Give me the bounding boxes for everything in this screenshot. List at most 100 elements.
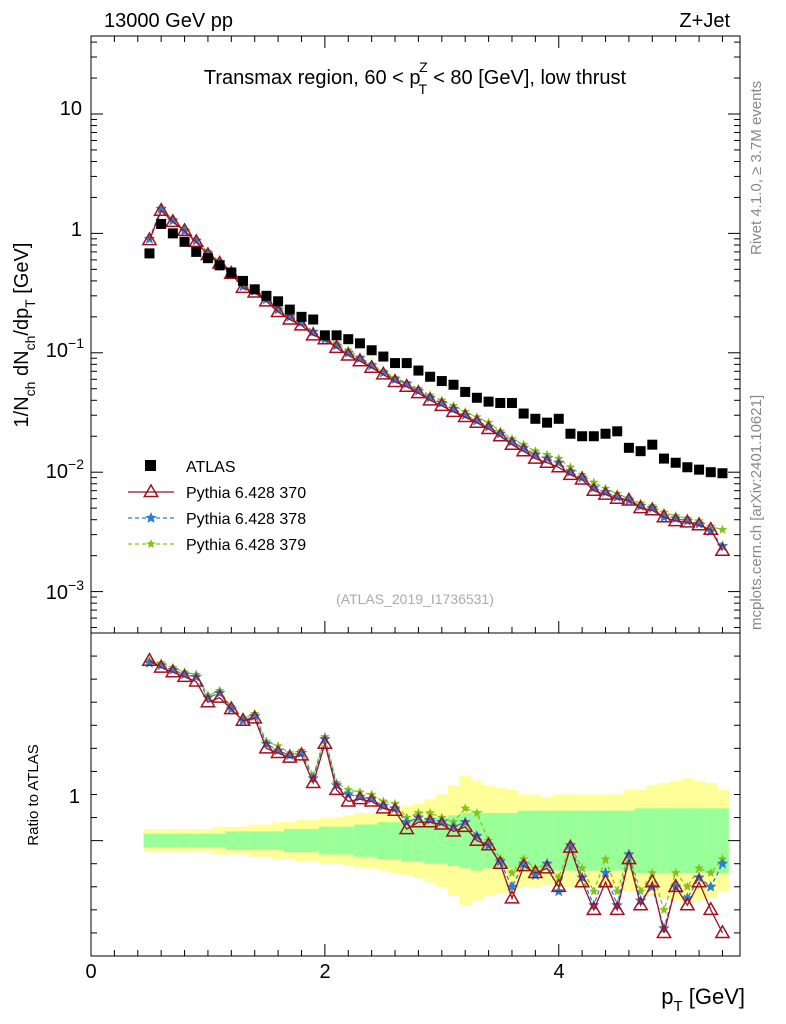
atlas-point-40 (612, 426, 623, 437)
main-point-s1-27 (457, 408, 474, 423)
atlas-point-0 (144, 248, 155, 259)
main-series-1 (141, 202, 731, 557)
ratio-point-s1-29 (480, 836, 497, 851)
band-inner-16 (330, 826, 343, 855)
ratio-point-s1-38 (585, 901, 602, 916)
ytick-label-1: 1 (71, 219, 82, 241)
main-point-s2-36 (564, 466, 577, 477)
atlas-point-19 (366, 345, 377, 356)
main-point-s1-17 (340, 346, 357, 361)
band-inner-33 (529, 810, 542, 871)
ratio-point-s3-27 (460, 803, 470, 813)
ratio-point-s2-39 (599, 866, 612, 878)
ratio-point-s1-25 (433, 815, 450, 830)
atlas-point-20 (378, 351, 389, 362)
ratio-point-s1-43 (644, 873, 661, 888)
band-inner-23 (412, 819, 425, 862)
atlas-point-16 (331, 330, 342, 341)
ratio-point-s2-48 (705, 880, 717, 892)
main-point-s2-19 (365, 359, 378, 371)
main-point-s1-41 (620, 491, 637, 506)
atlas-point-12 (284, 304, 295, 315)
ratio-point-s3-39 (600, 854, 611, 864)
ratio-point-s1-44 (656, 924, 672, 939)
main-point-s1-18 (352, 352, 368, 367)
axis-ticks (90, 36, 740, 957)
atlas-point-9 (249, 284, 260, 295)
ratio-point-s3-43 (647, 867, 658, 877)
main-point-s2-37 (576, 471, 588, 483)
main-point-s2-35 (553, 456, 565, 468)
atlas-point-1 (156, 218, 167, 229)
atlas-point-24 (425, 371, 436, 382)
main-point-s1-46 (679, 513, 696, 528)
main-point-s1-8 (235, 279, 251, 294)
atlas-point-6 (214, 260, 225, 271)
main-point-s1-25 (433, 397, 450, 412)
main-point-s2-11 (272, 303, 284, 315)
main-point-s2-21 (389, 373, 401, 385)
main-point-s1-28 (468, 414, 485, 428)
atlas-point-29 (483, 396, 494, 407)
ratio-point-s2-32 (518, 857, 530, 869)
main-point-s1-3 (176, 222, 193, 237)
ratio-point-s1-33 (527, 864, 544, 879)
main-point-s1-24 (422, 391, 439, 406)
atlas-point-32 (518, 408, 529, 419)
x-axis-label: pT [GeV] (661, 984, 745, 1015)
band-inner-47 (693, 808, 706, 873)
ratio-point-s1-19 (363, 792, 380, 807)
ratio-point-s2-2 (167, 663, 179, 675)
band-inner-8 (237, 831, 250, 850)
main-point-s1-13 (293, 316, 310, 331)
main-point-s1-0 (141, 231, 158, 246)
ratio-point-s1-21 (387, 802, 403, 816)
main-series-atlas (144, 218, 728, 479)
title-sub: T (419, 81, 428, 97)
main-point-s2-34 (541, 452, 553, 464)
ratio-point-s2-9 (249, 710, 261, 721)
atlas-point-37 (577, 431, 588, 442)
main-point-s1-30 (492, 427, 509, 442)
ratio-point-s1-10 (258, 739, 275, 754)
ratio-point-s1-22 (398, 820, 415, 835)
atlas-point-33 (530, 413, 541, 424)
ratio-point-s1-4 (188, 672, 205, 687)
band-inner-31 (506, 812, 519, 869)
ratio-point-s3-42 (635, 886, 646, 896)
band-inner-4 (190, 833, 203, 848)
title-sup: Z (419, 59, 428, 75)
y-axis-label-ratio: Ratio to ATLAS (25, 744, 42, 845)
ratio-point-s1-17 (340, 792, 357, 807)
legend-marker-atlas (145, 460, 156, 471)
atlas-point-7 (226, 267, 237, 278)
atlas-point-36 (565, 428, 576, 439)
atlas-point-13 (296, 311, 307, 322)
band-inner-37 (576, 810, 589, 871)
band-inner-20 (377, 822, 390, 860)
legend-marker-mc2 (145, 512, 157, 523)
band-inner-3 (178, 833, 191, 848)
main-point-s1-31 (504, 436, 520, 450)
ratio-point-s1-42 (632, 896, 649, 911)
legend-label-atlas: ATLAS (186, 459, 236, 476)
ratio-point-s1-15 (316, 735, 333, 750)
ratio-point-s3-44 (659, 904, 669, 914)
legend-marker-mc1 (143, 483, 159, 498)
ratio-point-s1-6 (211, 689, 228, 703)
ratio-point-s2-36 (564, 839, 577, 851)
atlas-point-38 (588, 431, 599, 442)
band-inner-43 (646, 808, 659, 873)
main-point-s1-29 (480, 420, 497, 435)
main-point-s2-39 (599, 486, 612, 497)
atlas-point-21 (390, 358, 401, 369)
main-point-s2-1 (155, 203, 167, 214)
ratio-point-s1-47 (691, 873, 708, 888)
main-point-s1-49 (714, 542, 731, 557)
band-inner-14 (307, 829, 320, 853)
band-inner-13 (295, 829, 308, 853)
ratio-point-s1-30 (492, 855, 509, 870)
atlas-point-43 (647, 439, 658, 450)
main-plot-series (141, 202, 731, 557)
